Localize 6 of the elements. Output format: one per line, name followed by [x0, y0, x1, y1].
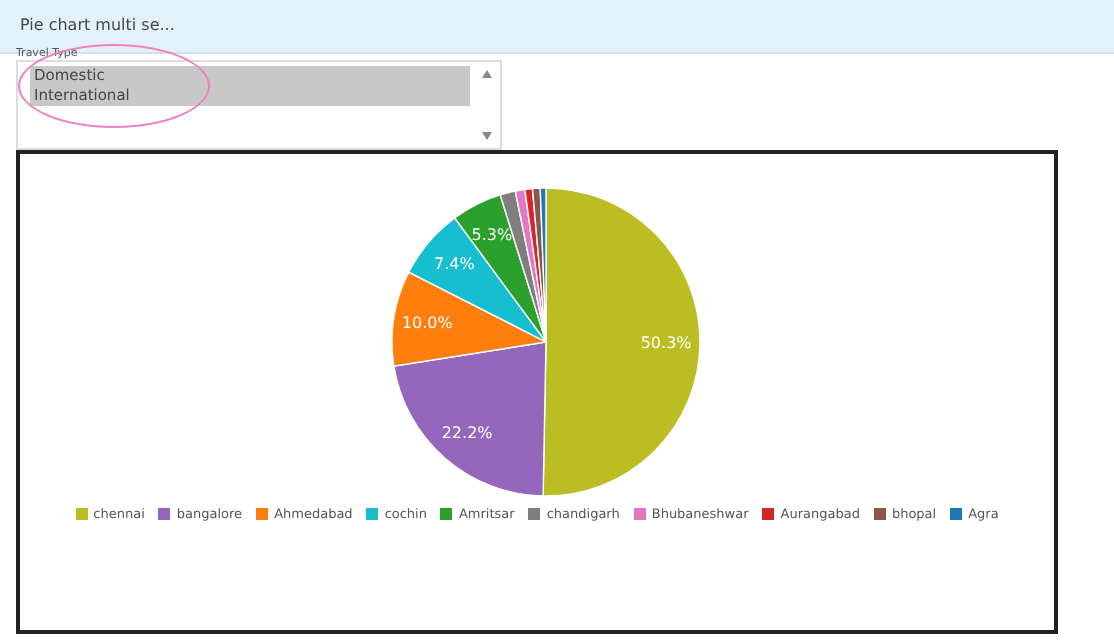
data-label: 50.3% [640, 334, 693, 353]
data-label: 10.0% [401, 314, 454, 333]
chart-title: Pie chart multi se... [20, 16, 175, 34]
data-label: 5.3% [471, 225, 513, 244]
data-label: 7.4% [434, 255, 476, 274]
data-label: 22.2% [441, 423, 494, 442]
